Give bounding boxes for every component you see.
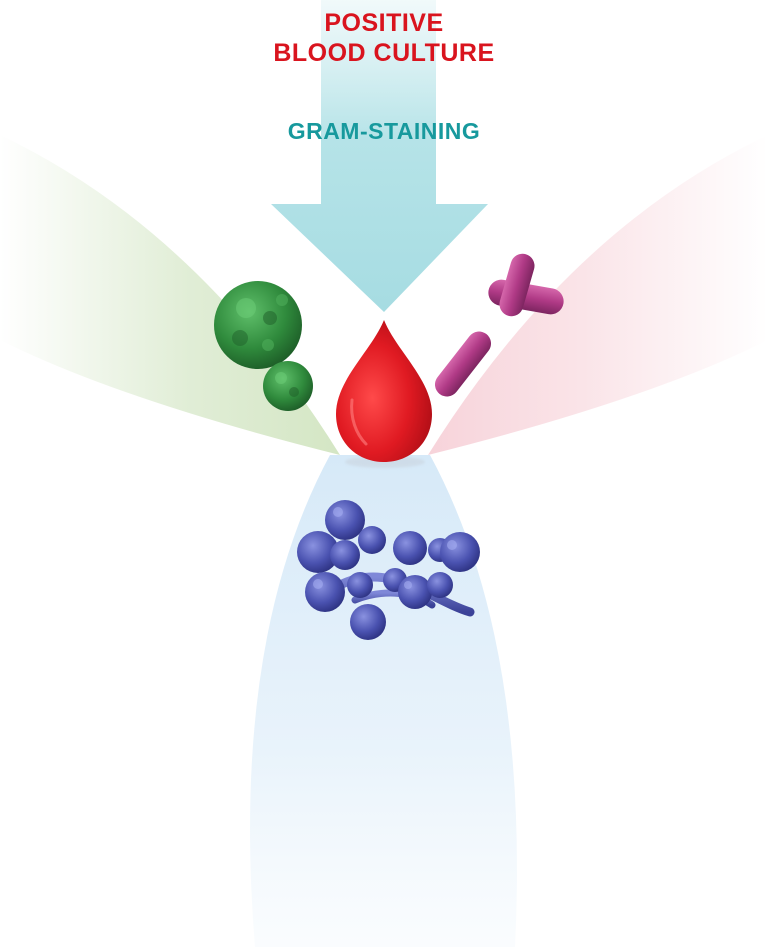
title-line-2: BLOOD CULTURE bbox=[273, 39, 495, 67]
cocci-bacteria-icon bbox=[214, 281, 313, 411]
rod-bacteria-icon bbox=[434, 253, 564, 397]
yeast-cluster-icon bbox=[297, 500, 480, 640]
down-arrow-icon bbox=[271, 0, 488, 312]
subtitle-label: GRAM-STAINING bbox=[287, 118, 481, 144]
gram-negative-fan bbox=[428, 135, 768, 455]
gram-positive-fan bbox=[0, 135, 340, 455]
title-line-1: POSITIVE bbox=[324, 9, 444, 37]
blood-drop-icon bbox=[336, 320, 432, 468]
yeast-fan bbox=[250, 455, 517, 947]
